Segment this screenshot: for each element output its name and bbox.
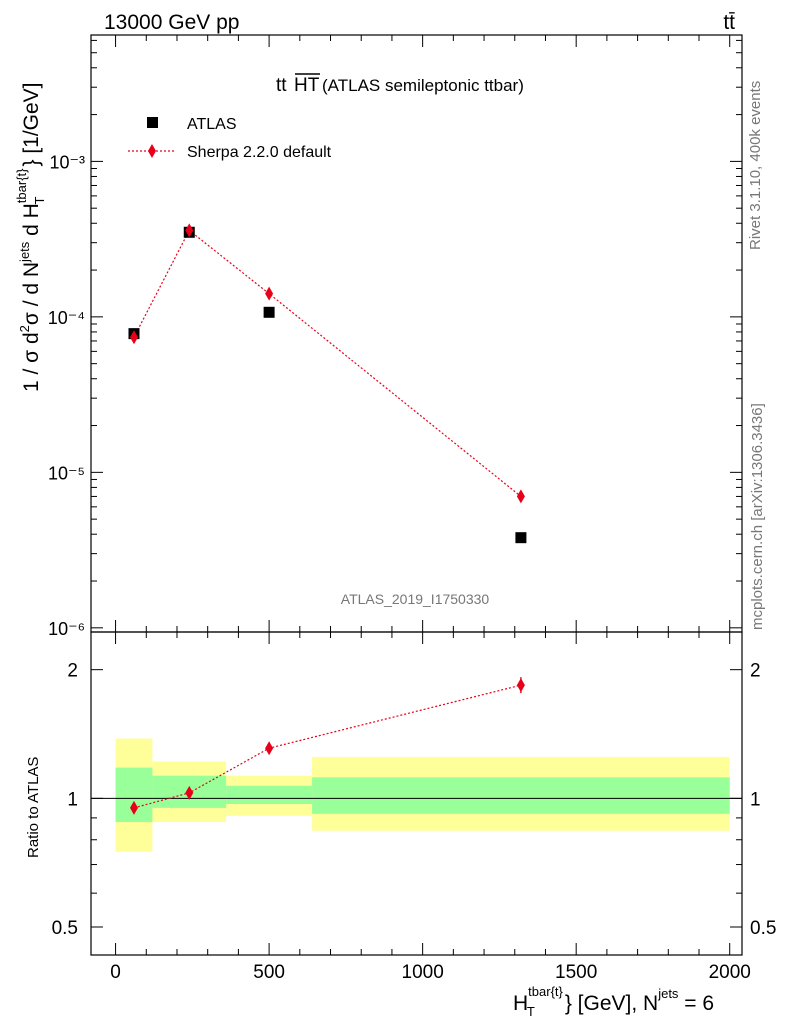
sherpa-line bbox=[133, 229, 522, 497]
legend-atlas-label: ATLAS bbox=[187, 116, 237, 133]
svg-text:Htbar{t}T} [GeV], Njets = 6: Htbar{t} T} [GeV], Njets = 6 bbox=[513, 984, 714, 1019]
x-tick-label: 500 bbox=[253, 962, 285, 983]
ratio-panel: 0 500 1000 1500 2000 0.5 0.5 1 1 2 2 bbox=[52, 631, 776, 983]
atlas-point bbox=[263, 306, 275, 318]
title-ht: HT bbox=[294, 75, 320, 96]
ratio-y-tick-label-right: 1 bbox=[750, 789, 761, 810]
ratio-sherpa-point bbox=[516, 678, 525, 693]
x-tick-label: 1000 bbox=[402, 962, 444, 983]
sherpa-point bbox=[129, 330, 138, 345]
ratio-y-tick-label-right: 2 bbox=[750, 661, 761, 682]
sherpa-point bbox=[185, 223, 194, 238]
ratio-y-tick-label: 2 bbox=[67, 661, 78, 682]
sherpa-point bbox=[516, 489, 525, 504]
svg-text:1 / σ d2σ / d Njets d Htbar{t}: 1 / σ d2σ / d Njets d Htbar{t} T} [1/GeV] bbox=[14, 82, 47, 392]
x-tick-label: 2000 bbox=[709, 962, 751, 983]
ratio-band-green-3 bbox=[312, 777, 730, 814]
rivet-label: Rivet 3.1.10, 400k events bbox=[747, 81, 764, 250]
main-y-axis-label: 1 / σ d2σ / d Njets d Htbar{t} T} [1/GeV] bbox=[14, 82, 47, 392]
sherpa-point bbox=[265, 286, 274, 301]
ratio-y-tick-label-right: 0.5 bbox=[750, 918, 776, 939]
ratio-sherpa-point bbox=[265, 741, 274, 756]
main-y-tick-label: 10⁻⁴ bbox=[48, 308, 85, 328]
x-axis-label: Htbar{t} T} [GeV], Njets = 6 bbox=[513, 984, 714, 1019]
main-panel: 10⁻⁶ 10⁻⁵ 10⁻⁴ 10⁻³ bbox=[48, 34, 743, 639]
x-tick-label: 1500 bbox=[555, 962, 597, 983]
ratio-sherpa-point bbox=[185, 785, 194, 800]
ratio-y-tick-label: 1 bbox=[67, 789, 78, 810]
ratio-y-axis-label: Ratio to ATLAS bbox=[25, 757, 42, 858]
mcplots-label: mcplots.cern.ch [arXiv:1306.3436] bbox=[749, 403, 766, 630]
main-y-tick-label: 10⁻⁶ bbox=[48, 619, 85, 639]
ratio-sherpa-point bbox=[129, 800, 138, 815]
legend: ATLAS Sherpa 2.2.0 default bbox=[128, 116, 332, 161]
analysis-watermark: ATLAS_2019_I1750330 bbox=[341, 591, 490, 607]
ratio-frame bbox=[90, 631, 743, 956]
ratio-y-tick-label: 0.5 bbox=[52, 918, 78, 939]
x-tick-label: 0 bbox=[110, 962, 121, 983]
title-tt: tt bbox=[276, 75, 287, 96]
header-right: tt̄ bbox=[723, 11, 735, 34]
atlas-point bbox=[515, 532, 527, 544]
legend-sherpa-label: Sherpa 2.2.0 default bbox=[187, 144, 332, 161]
main-y-tick-label: 10⁻³ bbox=[49, 152, 85, 172]
ratio-band-green-2 bbox=[226, 785, 313, 804]
main-y-tick-label: 10⁻⁵ bbox=[48, 463, 85, 483]
title-rest: (ATLAS semileptonic ttbar) bbox=[322, 76, 524, 95]
main-title: tt HT (ATLAS semileptonic ttbar) bbox=[276, 73, 524, 96]
legend-sherpa-marker bbox=[148, 144, 156, 158]
header-left: 13000 GeV pp bbox=[104, 11, 239, 34]
legend-atlas-marker bbox=[147, 117, 158, 128]
ratio-sherpa-line bbox=[133, 684, 522, 809]
